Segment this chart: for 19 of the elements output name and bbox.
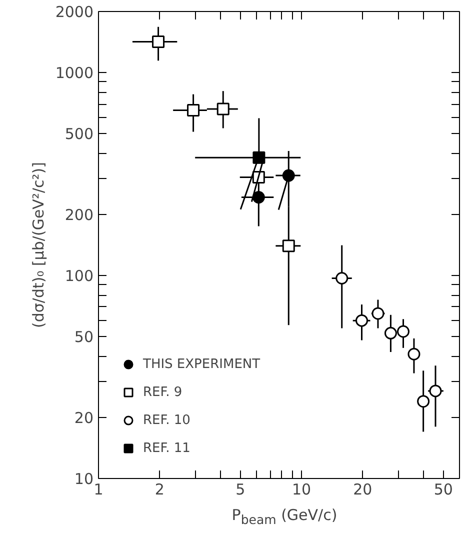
x-axis-title: P$_{beam}$ (GeV/c)	[232, 505, 338, 529]
x-tick-label: 10	[292, 480, 312, 498]
x-tick-label: 5	[236, 480, 246, 498]
x-tick-label: 1	[94, 480, 104, 498]
y-tick-label: 500	[64, 125, 94, 144]
x-tick-label: 2	[154, 480, 164, 498]
x-tick-label: 50	[434, 480, 453, 498]
legend-label: REF. 9	[143, 384, 182, 400]
y-tick-label: 2000	[55, 3, 94, 21]
legend-label: REF. 11	[143, 440, 190, 456]
y-tick-label: 100	[64, 267, 94, 286]
y-tick-label: 50	[74, 328, 94, 346]
y-tick-label: 200	[64, 206, 94, 224]
legend-label: THIS EXPERIMENT	[143, 356, 260, 372]
legend-label: REF. 10	[143, 412, 190, 428]
y-axis-title: (dσ/dt)₀ [μb/(GeV²/c²)]	[29, 162, 48, 328]
y-tick-label: 20	[74, 408, 94, 427]
y-tick-label: 1000	[55, 64, 94, 82]
x-tick-label: 20	[353, 480, 372, 498]
